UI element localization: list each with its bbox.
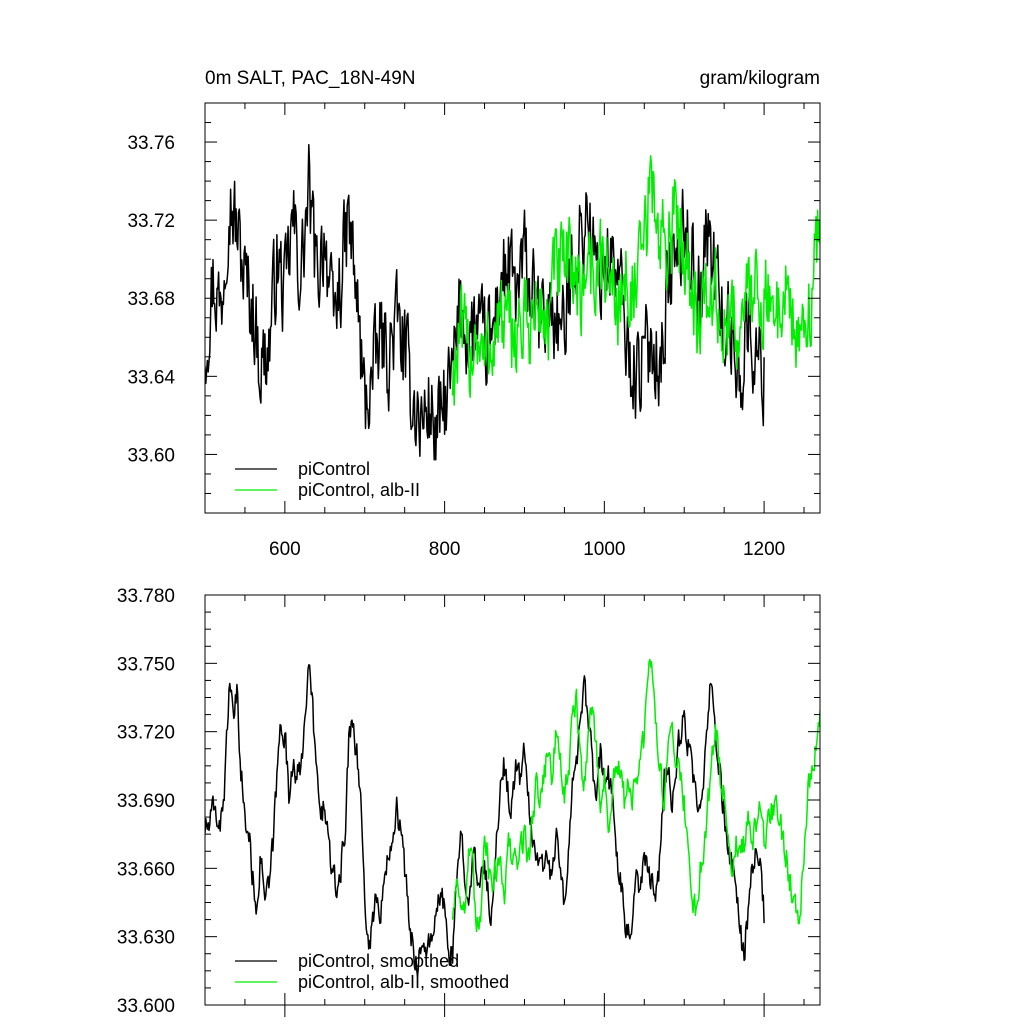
- top-y-tick-label: 33.68: [127, 289, 175, 310]
- top-x-tick-label: 800: [429, 539, 461, 560]
- bottom-y-tick-label: 33.750: [117, 654, 175, 675]
- bottom-panel-series: [205, 658, 820, 978]
- top-panel-ticks: 600 800 1000 1200 33.60 33.64 33.68 33.72 33.76: [127, 102, 820, 560]
- top-y-tick-label: 33.64: [127, 367, 175, 388]
- bottom-y-tick-label: 33.600: [117, 996, 175, 1017]
- top-x-tick-label: 1000: [583, 539, 625, 560]
- legend-label-picontrol-alb-ii-smoothed: piControl, alb-II, smoothed: [298, 972, 509, 992]
- bottom-y-tick-label: 33.690: [117, 791, 175, 812]
- bottom-panel-legend: piControl, smoothed piControl, alb-II, s…: [235, 951, 509, 992]
- top-panel: 600 800 1000 120033.6033.6433.6833.7233.76 …: [127, 68, 821, 560]
- bottom-y-tick-label: 33.660: [117, 859, 175, 880]
- top-panel-legend: piControl piControl, alb-II: [235, 459, 420, 500]
- legend-label-picontrol: piControl: [298, 459, 370, 479]
- bottom-y-tick-label: 33.720: [117, 723, 175, 744]
- top-panel-frame: [204, 102, 821, 514]
- top-x-tick-label: 600: [269, 539, 301, 560]
- top-y-tick-label: 33.72: [127, 211, 175, 232]
- bottom-y-tick-label: 33.780: [117, 586, 175, 607]
- bottom-panel-ticks: 33.600 33.630 33.660 33.690 33.720 33.750 33.7…: [117, 586, 820, 1017]
- top-series-line-picontrol: [205, 144, 765, 461]
- top-x-tick-label: 1200: [743, 539, 785, 560]
- top-series-line-picontrol-alb-ii: [451, 155, 820, 406]
- bottom-series-line-picontrol-alb-ii: [451, 658, 820, 933]
- bottom-y-tick-label: 33.630: [117, 928, 175, 949]
- top-panel-title-right: gram/kilogram: [700, 68, 820, 89]
- legend-label-picontrol-alb-ii: piControl, alb-II: [298, 480, 420, 500]
- top-panel-title-left: 0m SALT, PAC_18N-49N: [205, 68, 416, 89]
- bottom-series-line-picontrol: [205, 664, 765, 978]
- bottom-panel: 33.600 33.630 33.660 33.690 33.720 33.750 33.7…: [117, 586, 821, 1017]
- top-y-tick-label: 33.76: [127, 133, 175, 154]
- legend-label-picontrol-smoothed: piControl, smoothed: [298, 951, 459, 971]
- top-y-tick-label: 33.60: [127, 445, 175, 466]
- top-panel-series: [205, 144, 820, 461]
